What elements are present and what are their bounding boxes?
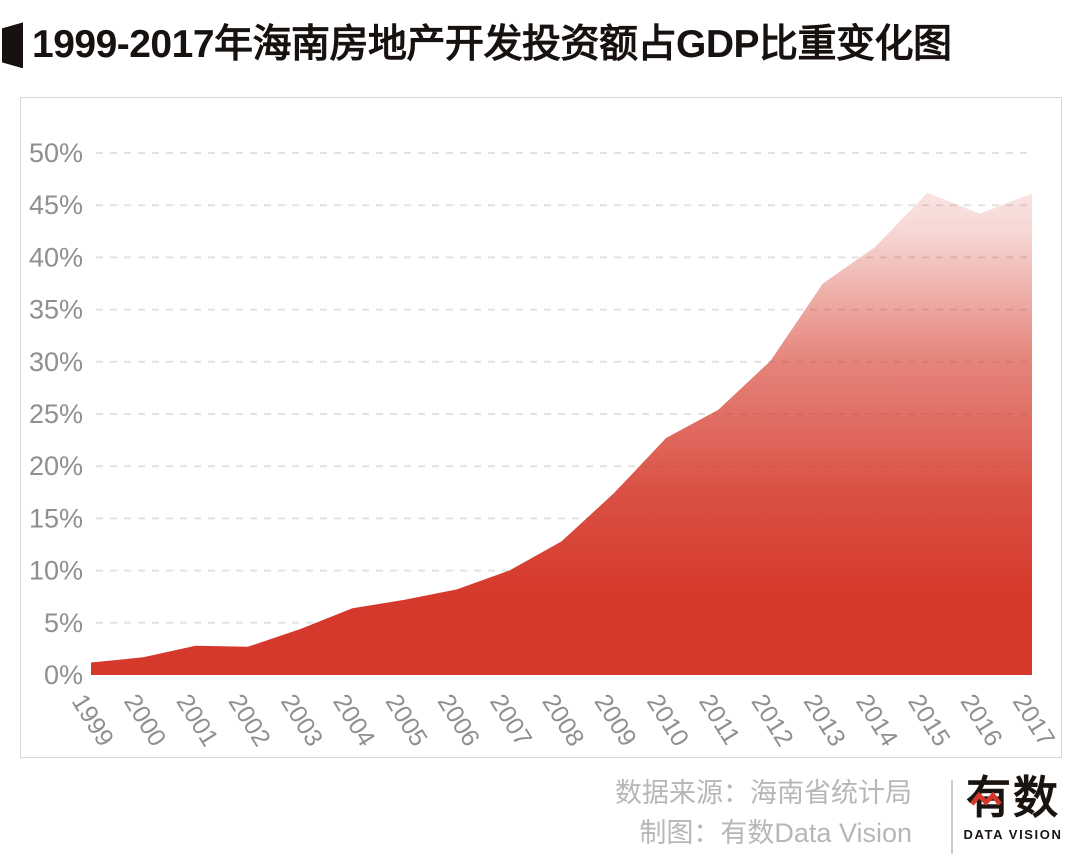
x-tick-label-2014: 2014 <box>850 689 903 751</box>
area-series <box>91 192 1032 675</box>
x-tick-label-2003: 2003 <box>275 689 328 751</box>
y-tick-label-45: 45% <box>29 190 83 220</box>
x-tick-label-2006: 2006 <box>432 689 485 751</box>
footer-divider <box>951 780 953 854</box>
x-tick-label-2011: 2011 <box>693 689 745 749</box>
y-tick-label-50: 50% <box>29 138 83 168</box>
x-tick-label-2013: 2013 <box>798 689 851 751</box>
y-tick-label-0: 0% <box>44 660 83 690</box>
x-tick-label-2015: 2015 <box>902 689 955 751</box>
page-title: 1999-2017年海南房地产开发投资额占GDP比重变化图 <box>32 23 952 66</box>
logo-subtext: DATA VISION <box>963 826 1063 842</box>
y-tick-label-30: 30% <box>29 347 83 377</box>
chart-panel: 0% 5% 10% 15% 20% 25% 30% 35% 40% 45% 50% 1999 2000 2… <box>20 97 1062 758</box>
y-tick-label-20: 20% <box>29 451 83 481</box>
x-tick-label-2002: 2002 <box>223 689 276 751</box>
x-tick-label-2016: 2016 <box>955 689 1008 751</box>
x-tick-label-2010: 2010 <box>641 689 694 751</box>
x-tick-label-2001: 2001 <box>171 689 224 751</box>
y-tick-label-40: 40% <box>29 242 83 272</box>
x-tick-label-2008: 2008 <box>536 689 589 751</box>
x-tick-label-1999: 1999 <box>66 689 119 751</box>
y-tick-label-5: 5% <box>44 608 83 638</box>
logo-wordmark: 有数 <box>960 772 1066 824</box>
chart-credit-text: 制图：有数Data Vision <box>639 818 912 848</box>
x-tick-label-2009: 2009 <box>589 689 642 751</box>
x-tick-label-2004: 2004 <box>327 689 380 751</box>
data-source-text: 数据来源：海南省统计局 <box>615 778 912 808</box>
logo-wave-icon <box>970 792 1002 806</box>
x-tick-label-2012: 2012 <box>746 689 799 751</box>
y-tick-label-25: 25% <box>29 399 83 429</box>
y-tick-label-35: 35% <box>29 295 83 325</box>
footer-credits: 数据来源：海南省统计局 制图：有数Data Vision <box>615 773 912 853</box>
logo-char-shu: 数 <box>1013 772 1061 823</box>
x-tick-label-2017: 2017 <box>1007 689 1060 751</box>
title-marker-icon <box>2 22 23 69</box>
y-tick-label-15: 15% <box>29 503 83 533</box>
x-tick-label-2007: 2007 <box>484 689 537 751</box>
data-vision-logo: 有数 DATA VISION <box>960 772 1066 842</box>
x-tick-label-2000: 2000 <box>118 689 171 751</box>
area-chart: 0%5%10%15%20%25%30%35%40%45%50%1999 2000 2… <box>29 138 1060 751</box>
title-row: 1999-2017年海南房地产开发投资额占GDP比重变化图 <box>2 22 1070 69</box>
x-tick-label-2005: 2005 <box>380 689 433 751</box>
y-tick-label-10: 10% <box>29 556 83 586</box>
